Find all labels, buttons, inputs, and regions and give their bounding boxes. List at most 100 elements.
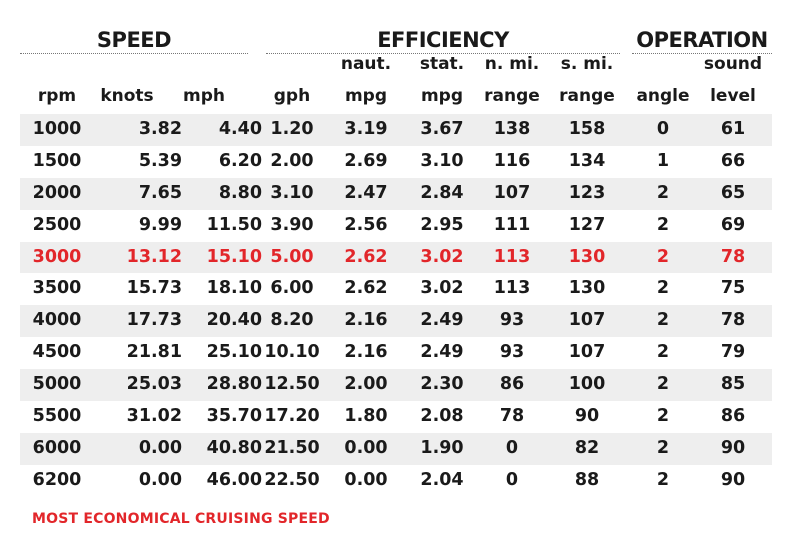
- table-row: 2500 9.99 11.50 3.90 2.56 2.95 111 127 2 69: [20, 210, 772, 242]
- header-naut-top: naut.: [340, 54, 392, 74]
- cell-smi-range: 82: [574, 437, 600, 458]
- cell-gph: 5.00: [270, 246, 314, 267]
- cell-knots: 5.39: [138, 150, 182, 171]
- table-row: 5500 31.02 35.70 17.20 1.80 2.08 78 90 2 86: [20, 401, 772, 433]
- cell-gph: 2.00: [270, 150, 314, 171]
- cell-angle: 0: [656, 119, 670, 139]
- cell-nmi-range: 116: [493, 150, 531, 171]
- cell-smi-range: 127: [568, 214, 606, 235]
- group-title-efficiency-label: EFFICIENCY: [377, 28, 509, 52]
- cell-rpm: 2500: [32, 214, 82, 235]
- cell-gph: 21.50: [264, 437, 320, 458]
- cell-naut-mpg: 2.69: [344, 150, 388, 171]
- group-title-operation-label: OPERATION: [636, 28, 768, 52]
- footnote: MOST ECONOMICAL CRUISING SPEED: [32, 511, 330, 527]
- cell-smi-range: 88: [574, 469, 600, 490]
- cell-sound-level: 79: [720, 342, 746, 363]
- group-divider: [266, 53, 620, 54]
- cell-angle: 2: [656, 342, 670, 363]
- cell-knots: 25.03: [126, 374, 182, 395]
- cell-angle: 2: [656, 246, 670, 267]
- cell-nmi-range: 86: [499, 374, 525, 395]
- cell-knots: 9.99: [138, 214, 182, 235]
- header-nmi-range: range: [484, 86, 540, 106]
- performance-table: 1000 3.82 4.40 1.20 3.19 3.67 138 158 0 61 1500 5.3…: [20, 114, 772, 497]
- cell-angle: 2: [656, 437, 670, 458]
- cell-mph: 20.40: [206, 310, 262, 331]
- cell-knots: 17.73: [126, 310, 182, 331]
- header-rpm: rpm: [37, 86, 77, 106]
- table-row-highlighted: 3000 13.12 15.10 5.00 2.62 3.02 113 130 2 78: [20, 241, 772, 274]
- group-title-operation: OPERATION: [632, 27, 772, 54]
- cell-gph: 1.20: [270, 119, 314, 139]
- cell-smi-range: 107: [568, 342, 606, 363]
- cell-knots: 7.65: [138, 182, 182, 203]
- header-sound-level: level: [710, 86, 756, 106]
- header-naut-mpg: mpg: [344, 86, 388, 106]
- cell-angle: 2: [656, 406, 670, 427]
- cell-nmi-range: 113: [493, 278, 531, 299]
- cell-knots: 13.12: [126, 246, 182, 267]
- cell-mph: 25.10: [206, 342, 262, 363]
- cell-sound-level: 61: [720, 119, 746, 139]
- cell-nmi-range: 107: [493, 182, 531, 203]
- cell-mph: 40.80: [206, 437, 262, 458]
- cell-gph: 22.50: [264, 469, 320, 490]
- cell-rpm: 3000: [32, 246, 82, 267]
- cell-gph: 3.10: [270, 182, 314, 203]
- table-row: 6000 0.00 40.80 21.50 0.00 1.90 0 82 2 90: [20, 432, 772, 465]
- cell-naut-mpg: 2.16: [344, 342, 388, 363]
- header-stat-mpg: mpg: [420, 86, 464, 106]
- cell-mph: 18.10: [206, 278, 262, 299]
- cell-angle: 2: [656, 278, 670, 299]
- cell-smi-range: 100: [568, 374, 606, 395]
- cell-angle: 1: [656, 150, 670, 171]
- cell-naut-mpg: 2.62: [344, 278, 388, 299]
- cell-smi-range: 158: [568, 119, 606, 139]
- header-angle: angle: [636, 86, 690, 106]
- cell-smi-range: 107: [568, 310, 606, 331]
- cell-rpm: 3500: [32, 278, 82, 299]
- group-divider: [632, 53, 772, 54]
- cell-nmi-range: 113: [493, 246, 531, 267]
- header-stat-top: stat.: [419, 54, 465, 74]
- cell-stat-mpg: 3.67: [420, 119, 464, 139]
- cell-gph: 8.20: [270, 310, 314, 331]
- cell-angle: 2: [656, 469, 670, 490]
- cell-smi-range: 130: [568, 278, 606, 299]
- cell-knots: 0.00: [138, 469, 182, 490]
- cell-nmi-range: 0: [505, 469, 519, 490]
- cell-gph: 3.90: [270, 214, 314, 235]
- cell-angle: 2: [656, 182, 670, 203]
- header-knots: knots: [100, 86, 154, 106]
- cell-mph: 8.80: [218, 182, 262, 203]
- cell-naut-mpg: 0.00: [344, 469, 388, 490]
- cell-sound-level: 90: [720, 469, 746, 490]
- cell-nmi-range: 138: [493, 119, 531, 139]
- cell-angle: 2: [656, 374, 670, 395]
- table-row: 5000 25.03 28.80 12.50 2.00 2.30 86 100 2 85: [20, 369, 772, 402]
- group-title-speed: SPEED: [20, 27, 248, 54]
- cell-sound-level: 90: [720, 437, 746, 458]
- cell-stat-mpg: 2.49: [420, 342, 464, 363]
- cell-naut-mpg: 2.00: [344, 374, 388, 395]
- cell-naut-mpg: 0.00: [344, 437, 388, 458]
- cell-mph: 4.40: [218, 119, 262, 139]
- cell-stat-mpg: 3.10: [420, 150, 464, 171]
- cell-sound-level: 78: [720, 246, 746, 267]
- cell-gph: 12.50: [264, 374, 320, 395]
- cell-rpm: 4000: [32, 310, 82, 331]
- header-gph: gph: [273, 86, 311, 106]
- cell-stat-mpg: 2.08: [420, 406, 464, 427]
- cell-mph: 11.50: [206, 214, 262, 235]
- header-nmi-top: n. mi.: [484, 54, 540, 74]
- cell-gph: 17.20: [264, 406, 320, 427]
- cell-naut-mpg: 2.62: [344, 246, 388, 267]
- cell-rpm: 6200: [32, 469, 82, 490]
- cell-nmi-range: 93: [499, 342, 525, 363]
- cell-naut-mpg: 2.47: [344, 182, 388, 203]
- cell-naut-mpg: 1.80: [344, 406, 388, 427]
- header-mph: mph: [183, 86, 225, 106]
- header-sound-top: sound: [703, 54, 763, 74]
- group-divider: [20, 53, 248, 54]
